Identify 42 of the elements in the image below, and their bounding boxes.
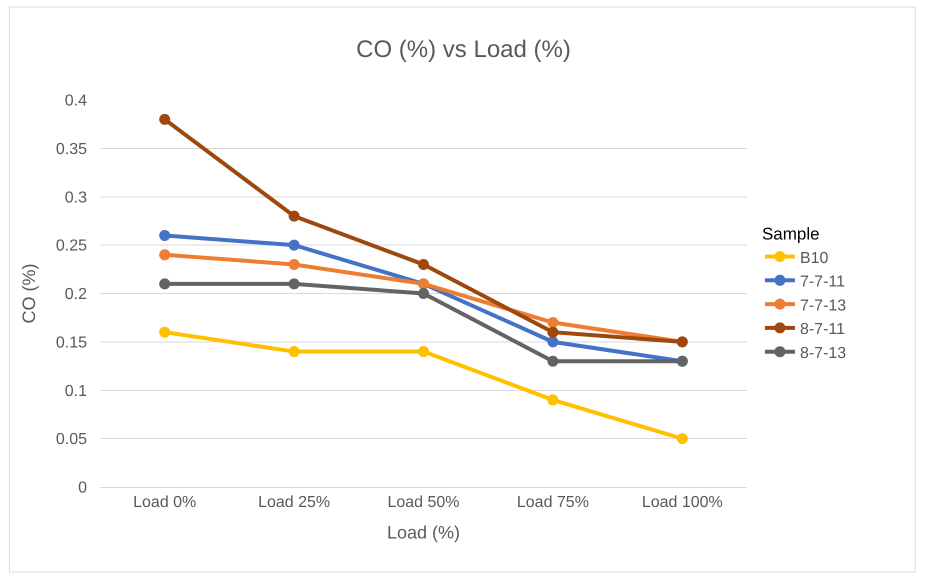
- x-tick-label: Load 75%: [516, 494, 589, 512]
- y-tick-label: 0.3: [64, 189, 88, 206]
- point: [547, 394, 558, 406]
- y-tick-label: 0.2: [64, 286, 88, 304]
- point: [418, 346, 429, 358]
- y-tick-label: 0.4: [64, 92, 88, 110]
- point: [288, 240, 300, 251]
- legend-label: B10: [800, 250, 829, 267]
- point: [676, 433, 688, 444]
- point: [159, 326, 170, 338]
- legend-label: 7-7-11: [800, 274, 846, 291]
- point: [288, 210, 300, 222]
- y-tick-label: 0.05: [56, 431, 88, 448]
- point: [288, 346, 300, 358]
- point: [159, 249, 170, 260]
- chart-title: CO (%) vs Load (%): [356, 36, 571, 64]
- point: [547, 326, 558, 338]
- point: [547, 336, 558, 348]
- point: [547, 317, 558, 328]
- point: [288, 278, 300, 290]
- legend-label: 7-7-13: [800, 297, 846, 314]
- y-tick-label: 0.1: [64, 382, 88, 400]
- point: [418, 258, 429, 270]
- point: [547, 356, 558, 367]
- x-tick-label: Load 0%: [133, 494, 196, 512]
- legend-label: 8-7-13: [800, 344, 846, 362]
- point: [418, 288, 429, 299]
- x-tick-label: Load 100%: [642, 494, 723, 512]
- legend-label: 8-7-11: [800, 321, 846, 338]
- point: [159, 114, 170, 125]
- y-axis-title: CO (%): [19, 264, 40, 324]
- y-tick-label: 0: [78, 480, 88, 497]
- point: [159, 230, 170, 241]
- x-tick-label: Load 25%: [258, 494, 330, 512]
- point: [159, 278, 170, 290]
- y-tick-label: 0.15: [56, 334, 88, 352]
- y-tick-label: 0.25: [56, 238, 88, 255]
- x-axis-title: Load (%): [386, 522, 460, 542]
- y-tick-label: 0.35: [56, 140, 88, 158]
- x-tick-label: Load 50%: [387, 494, 460, 512]
- point: [288, 258, 300, 270]
- legend-title: Sample: [762, 224, 820, 244]
